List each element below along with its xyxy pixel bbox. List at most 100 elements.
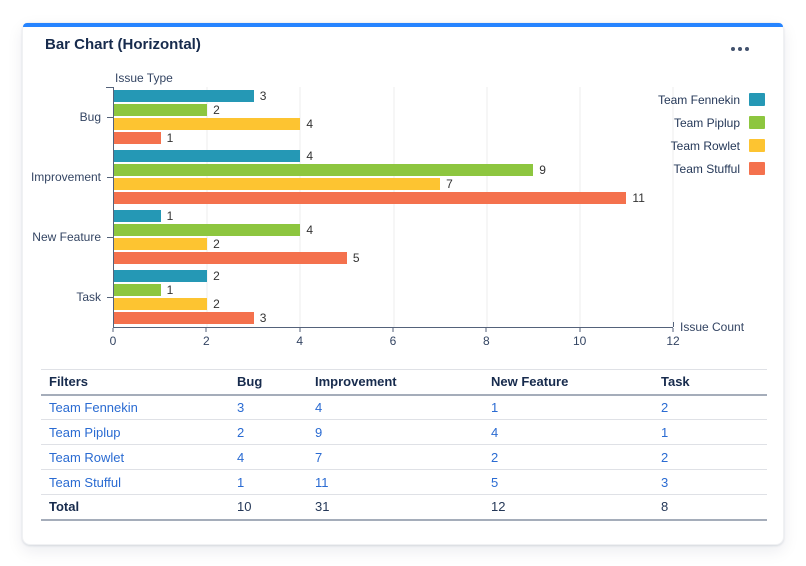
category-label: New Feature [32, 230, 101, 244]
cell-value-link[interactable]: 9 [315, 424, 323, 440]
cell-value-link[interactable]: 2 [661, 449, 669, 465]
bar-row: 11 [114, 192, 673, 204]
total-value: 31 [315, 499, 330, 515]
bar-row: 3 [114, 90, 673, 102]
category-tick-mark [107, 297, 114, 298]
team-filter-link[interactable]: Team Rowlet [49, 449, 125, 465]
x-axis-title: Issue Count [680, 320, 745, 334]
legend-label: Team Piplup [673, 115, 740, 130]
bar-team-stufful[interactable] [114, 312, 254, 324]
category-tick-mark [107, 177, 114, 178]
meatball-menu-icon[interactable] [725, 41, 755, 57]
bar-row: 1 [114, 210, 673, 222]
legend-label: Team Fennekin [657, 92, 740, 107]
cell-value-link[interactable]: 4 [237, 449, 245, 465]
bar-team-piplup[interactable] [114, 104, 208, 116]
bar-team-fennekin[interactable] [114, 90, 254, 102]
bar-team-fennekin[interactable] [114, 210, 161, 222]
cell-value-link[interactable]: 2 [491, 449, 499, 465]
bar-team-fennekin[interactable] [114, 270, 208, 282]
cell-value-link[interactable]: 3 [237, 399, 245, 415]
bar-team-piplup[interactable] [114, 224, 301, 236]
menu-dot [738, 47, 742, 51]
plot-area: Bug 3 2 4 1 Improvement 4 9 7 11 New Feature 1 4 2 5 Ta… [31, 87, 674, 328]
legend-item-team-fennekin: Team Fennekin [658, 88, 765, 111]
bar-team-stufful[interactable] [114, 192, 627, 204]
bar-team-rowlet[interactable] [114, 298, 208, 310]
bar-value-label: 1 [166, 131, 174, 145]
bar-team-rowlet[interactable] [114, 118, 301, 130]
x-tick-label: 6 [389, 334, 397, 348]
bar-group-new-feature: New Feature 1 4 2 5 [32, 207, 673, 267]
x-tick-label: 12 [666, 334, 680, 348]
bar-team-piplup[interactable] [114, 284, 161, 296]
total-value: 12 [491, 499, 506, 515]
table-header-row: Filters Bug Improvement New Feature Task [41, 369, 767, 395]
team-filter-link[interactable]: Team Fennekin [49, 399, 138, 415]
x-tick-label: 10 [572, 334, 587, 348]
bar-row: 2 [114, 238, 673, 250]
bar-row: 2 [114, 104, 673, 116]
total-label: Total [49, 499, 80, 515]
cell-value-link[interactable]: 2 [237, 424, 245, 440]
gridline [672, 87, 674, 327]
bar-row: 1 [114, 284, 673, 296]
column-header-improvement: Improvement [315, 374, 397, 390]
gadget-title: Bar Chart (Horizontal) [45, 36, 201, 53]
bar-value-label: 2 [213, 103, 220, 117]
legend-label: Team Rowlet [670, 138, 740, 153]
bar-group-bug: Bug 3 2 4 1 [80, 87, 673, 147]
gridline [486, 87, 488, 327]
cell-value-link[interactable]: 1 [491, 399, 499, 415]
cell-value-link[interactable]: 11 [315, 474, 329, 490]
bar-value-label: 2 [213, 237, 220, 251]
legend-swatch [749, 162, 765, 175]
bar-team-fennekin[interactable] [114, 150, 301, 162]
bar-team-rowlet[interactable] [114, 178, 441, 190]
table-row: Team Stufful 1 11 5 3 [41, 470, 767, 495]
x-tick-mark [672, 328, 674, 332]
cell-value-link[interactable]: 1 [661, 424, 669, 440]
cell-value-link[interactable]: 4 [315, 399, 323, 415]
cell-value-link[interactable]: 3 [661, 474, 669, 490]
bar-row: 2 [114, 298, 673, 310]
bar-value-label: 4 [306, 117, 314, 131]
x-tick-mark [485, 328, 487, 332]
bar-row: 4 [114, 224, 673, 236]
bar-value-label: 3 [259, 89, 267, 103]
legend-swatch [749, 139, 765, 152]
category-label: Bug [79, 110, 101, 124]
bar-team-piplup[interactable] [114, 164, 534, 176]
x-tick-label: 2 [202, 334, 210, 348]
gridline [299, 87, 301, 327]
x-tick-mark [205, 328, 207, 332]
bar-row: 1 [114, 132, 673, 144]
bar-team-rowlet[interactable] [114, 238, 208, 250]
gridline [393, 87, 394, 327]
bar-row: 3 [114, 312, 673, 324]
cell-value-link[interactable]: 2 [661, 399, 669, 415]
bar-value-label: 2 [213, 269, 220, 283]
bar-row: 5 [114, 252, 673, 264]
gridline [579, 87, 581, 327]
cell-value-link[interactable]: 1 [237, 474, 245, 490]
bar-team-stufful[interactable] [114, 132, 161, 144]
total-value: 10 [237, 499, 252, 515]
menu-dot [731, 47, 735, 51]
bar-row: 2 [114, 270, 673, 282]
issues-summary-table: Filters Bug Improvement New Feature Task… [41, 369, 767, 521]
cell-value-link[interactable]: 7 [315, 449, 323, 465]
bar-value-label: 2 [213, 297, 220, 311]
table-row: Team Fennekin 3 4 1 2 [41, 395, 767, 420]
legend-swatch [749, 93, 765, 106]
legend-item-team-piplup: Team Piplup [658, 111, 765, 134]
legend-label: Team Stufful [673, 161, 740, 176]
x-tick-label: 8 [482, 334, 490, 348]
bar-value-label: 4 [306, 149, 314, 163]
cell-value-link[interactable]: 5 [491, 474, 499, 490]
bar-team-stufful[interactable] [114, 252, 347, 264]
team-filter-link[interactable]: Team Piplup [49, 424, 121, 440]
cell-value-link[interactable]: 4 [491, 424, 499, 440]
team-filter-link[interactable]: Team Stufful [49, 474, 122, 490]
legend-swatch [749, 116, 765, 129]
